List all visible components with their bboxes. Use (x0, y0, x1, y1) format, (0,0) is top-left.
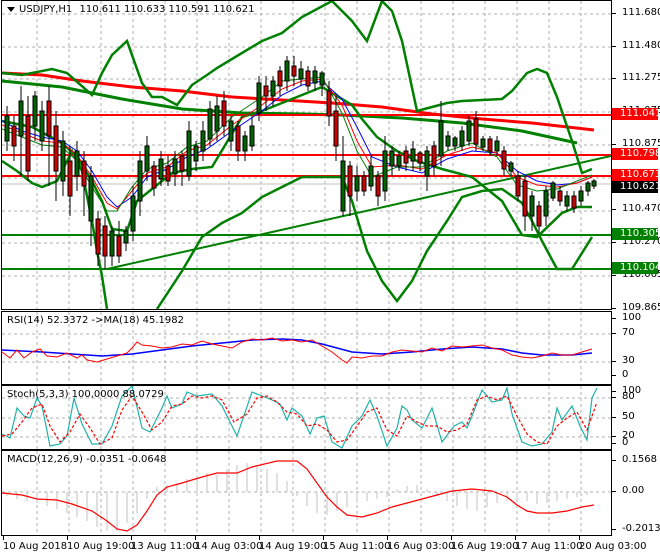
stochastic-pane[interactable]: Stoch(5,3,3) 100,0000 88.0729 (1, 385, 612, 450)
time-tick: 16 Aug 03:00 (387, 536, 455, 552)
resistance-level-label: 110.798 (612, 148, 660, 160)
rsi-canvas (2, 312, 611, 384)
stoch-tick: 100 (611, 385, 642, 396)
rsi-title: RSI(14) 52.3372 ->MA(18) 45.1982 (7, 315, 184, 326)
price-chart-canvas (2, 1, 611, 309)
price-tick: 111.480 (611, 40, 660, 51)
stoch-tick: 20 (612, 430, 635, 441)
stoch-tick: 0 (611, 437, 629, 448)
time-tick: 15 Aug 11:00 (323, 536, 391, 552)
rsi-tick: 100 (611, 312, 642, 323)
macd-title: MACD(12,26,9) -0.0351 -0.0648 (7, 454, 167, 465)
stochastic-title: Stoch(5,3,3) 100,0000 88.0729 (7, 389, 164, 400)
price-tick: 111.680 (611, 7, 660, 18)
rsi-axis: 100 70 30 0 (611, 311, 660, 383)
time-tick: 20 Aug 03:00 (579, 536, 647, 552)
support-level-label: 110.305 (612, 228, 660, 240)
time-tick: 14 Aug 19:00 (259, 536, 327, 552)
macd-pane[interactable]: MACD(12,26,9) -0.0351 -0.0648 (1, 450, 612, 536)
chart-title: USDJPY,H1 110.611 110.633 110.591 110.62… (7, 4, 254, 15)
time-axis: 10 Aug 2018 10 Aug 19:00 13 Aug 11:00 14… (0, 536, 660, 560)
macd-axis: 0.1568 0.00 -0.2013 (611, 450, 660, 534)
resistance-level-label: 111.041 (612, 108, 660, 120)
macd-tick: 0.00 (611, 485, 645, 496)
stoch-tick: 50 (612, 411, 635, 422)
collapse-triangle-icon[interactable] (7, 6, 15, 12)
symbol-title: USDJPY,H1 (19, 4, 73, 15)
rsi-tick: 30 (612, 355, 635, 366)
macd-tick: -0.2013 (612, 523, 660, 534)
price-tick: 110.875 (611, 138, 660, 149)
ohlc-values: 110.611 110.633 110.591 110.621 (79, 4, 255, 15)
macd-tick: 0.1568 (612, 454, 657, 465)
price-tick: 110.065 (611, 269, 660, 280)
price-tick: 110.270 (611, 236, 660, 247)
price-tick: 109.865 (611, 302, 660, 313)
time-tick: 16 Aug 19:00 (451, 536, 519, 552)
time-tick: 10 Aug 19:00 (67, 536, 135, 552)
resistance-level-label: 110.673 (612, 169, 660, 181)
current-price-label: 110.621 (612, 181, 660, 193)
support-level-label: 110.104 (612, 262, 660, 274)
price-tick: 111.275 (611, 72, 660, 83)
price-chart-pane[interactable]: USDJPY,H1 110.611 110.633 110.591 110.62… (1, 0, 612, 310)
time-tick: 13 Aug 11:00 (131, 536, 199, 552)
time-tick: 10 Aug 2018 (3, 536, 68, 552)
rsi-tick: 70 (612, 327, 635, 338)
macd-canvas (2, 451, 611, 535)
stoch-tick: 80 (612, 391, 635, 402)
stochastic-axis: 100 80 50 20 0 (611, 385, 660, 448)
price-tick: 110.470 (611, 203, 660, 214)
time-tick: 17 Aug 11:00 (515, 536, 583, 552)
rsi-pane[interactable]: RSI(14) 52.3372 ->MA(18) 45.1982 (1, 311, 612, 385)
stochastic-canvas (2, 386, 611, 449)
time-tick: 14 Aug 03:00 (195, 536, 263, 552)
rsi-tick: 0 (611, 369, 629, 380)
